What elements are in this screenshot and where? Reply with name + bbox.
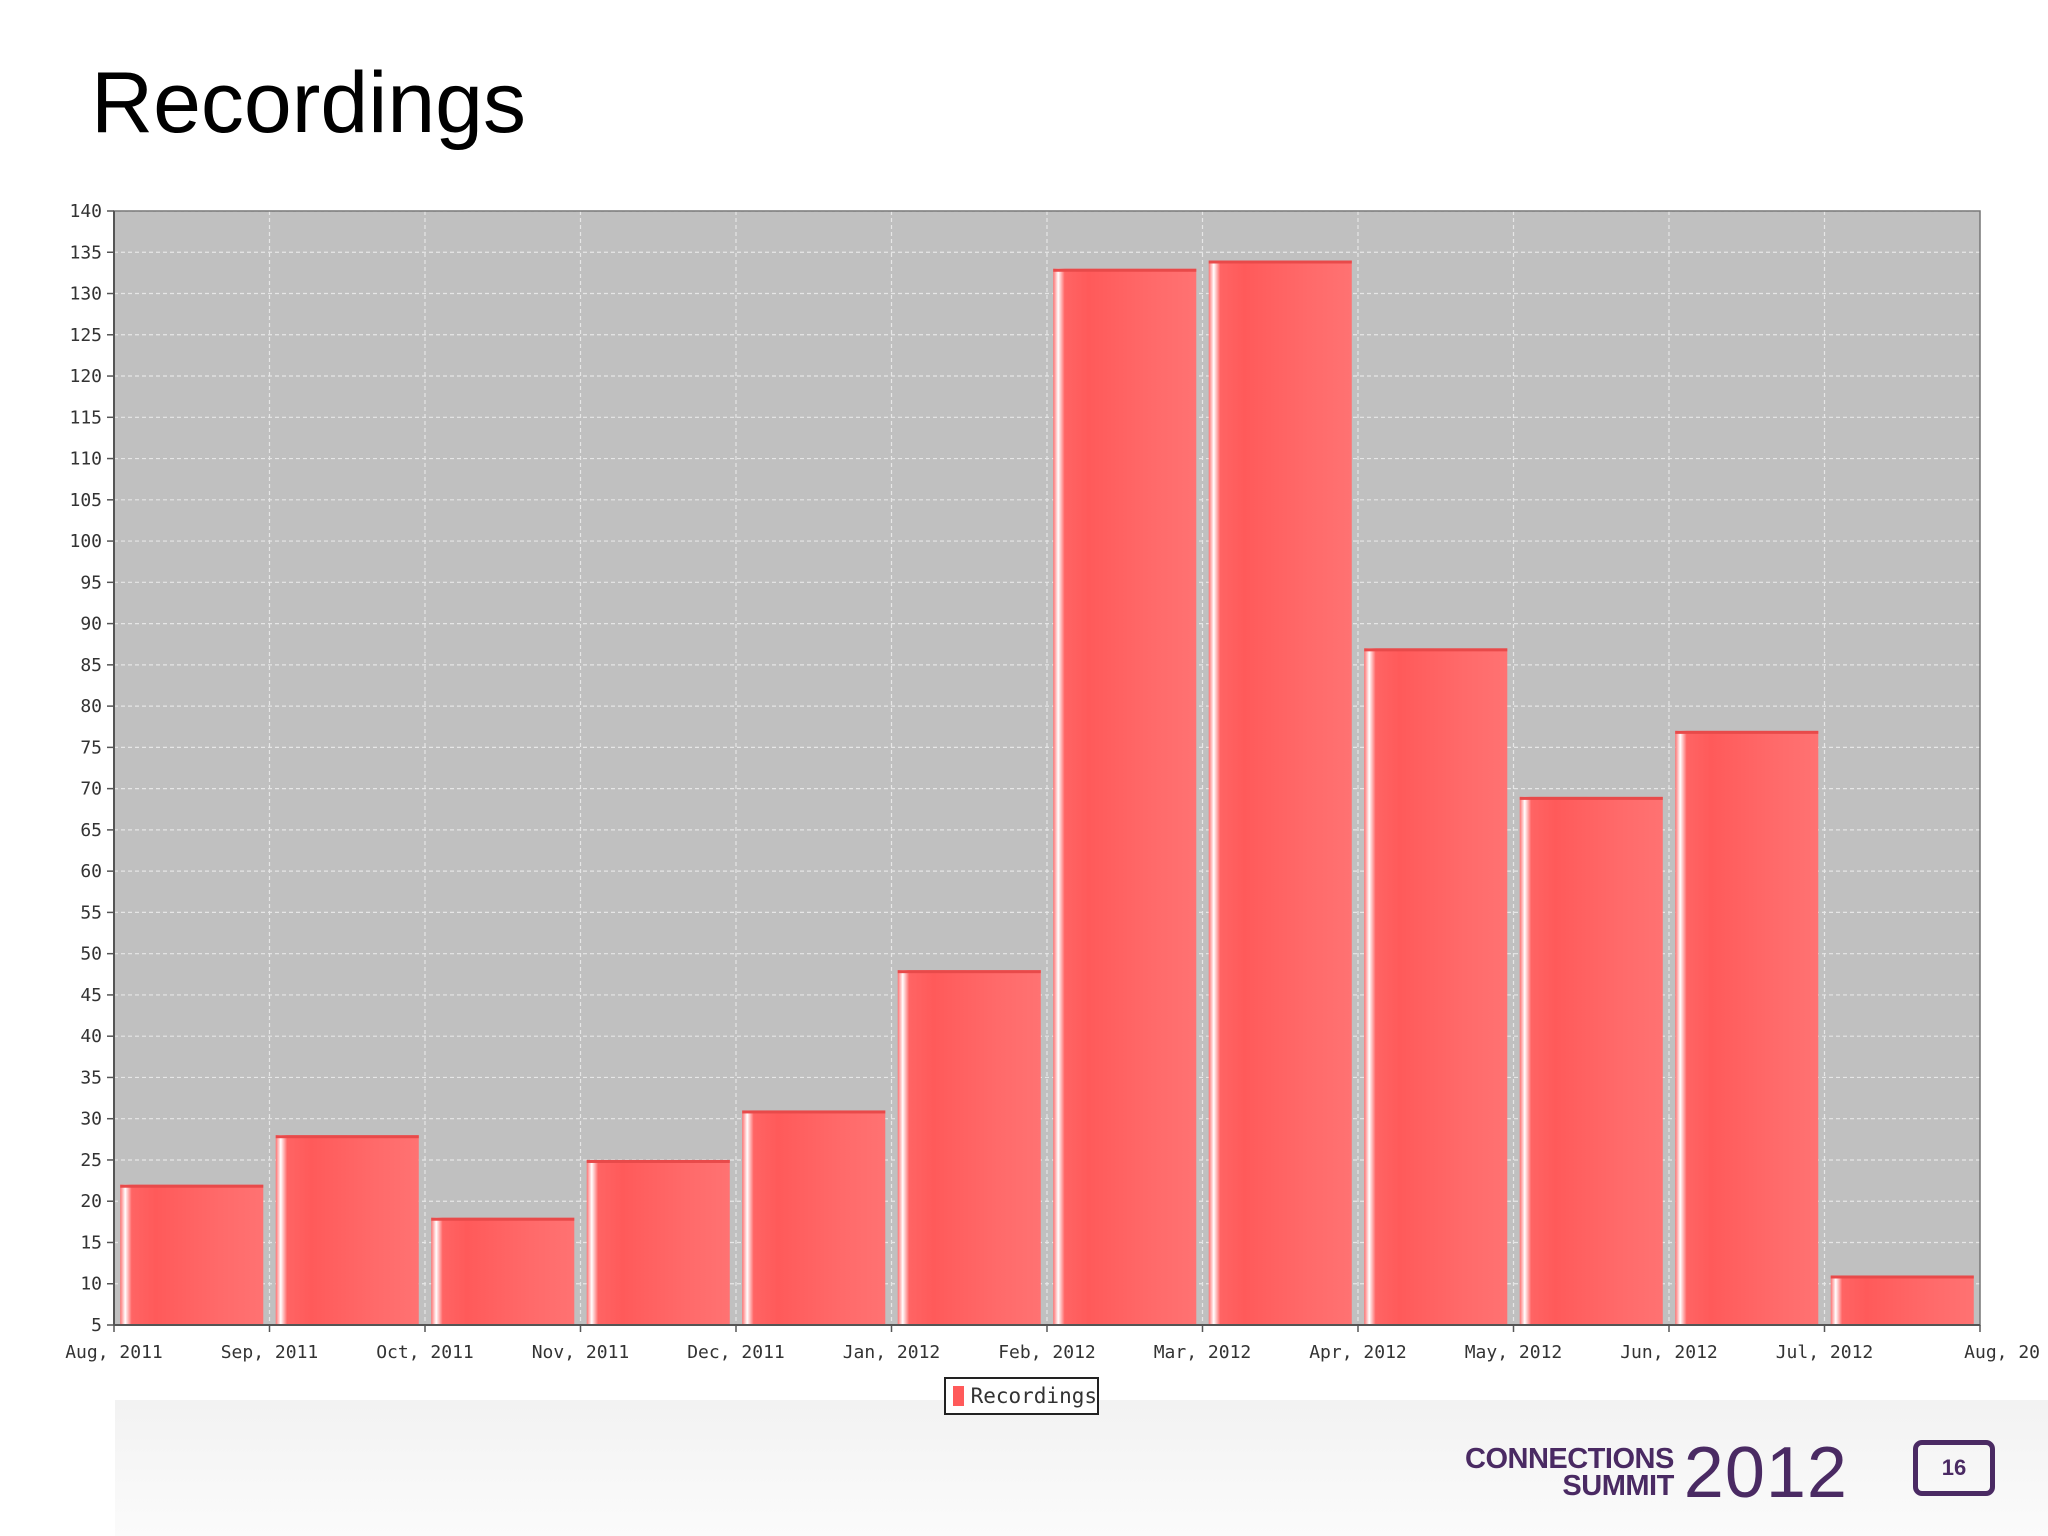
bar xyxy=(1675,730,1819,1325)
y-tick-label: 90 xyxy=(80,614,102,635)
y-tick-label: 40 xyxy=(80,1026,102,1047)
recordings-bar-chart: 5 10 15 20 25 30 35 40 45 50 55 60 65 70 75 80 85 90 95 100… xyxy=(65,201,2040,1363)
x-tick-label: May, 2012 xyxy=(1465,1342,1563,1363)
y-tick-label: 70 xyxy=(80,779,102,800)
legend-label: Recordings xyxy=(970,1384,1097,1408)
y-tick-label: 135 xyxy=(69,242,102,263)
bar xyxy=(1364,648,1508,1325)
bar xyxy=(275,1135,419,1325)
y-tick-label: 125 xyxy=(69,325,102,346)
y-tick-label: 15 xyxy=(80,1232,102,1253)
y-tick-label: 105 xyxy=(69,490,102,511)
x-tick-label: Nov, 2011 xyxy=(532,1342,630,1363)
x-tick-label: Dec, 2011 xyxy=(687,1342,785,1363)
bar xyxy=(1830,1275,1974,1325)
bar-top-edge xyxy=(897,970,1041,974)
bar-top-edge xyxy=(1675,730,1819,734)
page-number-badge: 16 xyxy=(1913,1440,1995,1496)
bar xyxy=(120,1184,264,1325)
slide-title: Recordings xyxy=(91,55,526,151)
x-tick-label: Jun, 2012 xyxy=(1620,1342,1718,1363)
y-tick-label: 95 xyxy=(80,572,102,593)
y-tick-label: 110 xyxy=(69,449,102,470)
y-tick-label: 60 xyxy=(80,861,102,882)
x-axis-ticks: Aug, 2011 Sep, 2011 Oct, 2011 Nov, 2011 Dec,… xyxy=(65,1325,2040,1363)
bar xyxy=(1208,260,1352,1325)
bar xyxy=(586,1159,730,1325)
x-tick-label: Aug, 2011 xyxy=(65,1342,163,1363)
brand-wordmark: CONNECTIONS SUMMIT xyxy=(1465,1443,1674,1502)
x-tick-label: Aug, 20 xyxy=(1964,1342,2040,1363)
y-tick-label: 10 xyxy=(80,1274,102,1295)
y-tick-label: 5 xyxy=(91,1315,102,1336)
y-tick-label: 140 xyxy=(69,201,102,222)
bar-top-edge xyxy=(275,1135,419,1139)
y-axis-ticks: 5 10 15 20 25 30 35 40 45 50 55 60 65 70 75 80 85 90 95 100… xyxy=(69,201,114,1336)
bar xyxy=(742,1110,886,1325)
y-tick-label: 25 xyxy=(80,1150,102,1171)
bar-top-edge xyxy=(1830,1275,1974,1279)
x-tick-label: Feb, 2012 xyxy=(998,1342,1096,1363)
y-tick-label: 45 xyxy=(80,985,102,1006)
y-tick-label: 55 xyxy=(80,902,102,923)
bar-top-edge xyxy=(431,1217,575,1221)
bar xyxy=(431,1217,575,1325)
bar-top-edge xyxy=(1519,796,1663,800)
y-tick-label: 85 xyxy=(80,655,102,676)
x-tick-label: Jul, 2012 xyxy=(1776,1342,1874,1363)
x-tick-label: Apr, 2012 xyxy=(1309,1342,1407,1363)
x-tick-label: Sep, 2011 xyxy=(221,1342,319,1363)
bar-top-edge xyxy=(742,1110,886,1114)
bar-top-edge xyxy=(120,1184,264,1188)
x-tick-label: Oct, 2011 xyxy=(376,1342,474,1363)
y-tick-label: 75 xyxy=(80,737,102,758)
bar-top-edge xyxy=(1208,260,1352,264)
y-tick-label: 35 xyxy=(80,1067,102,1088)
bar xyxy=(1053,268,1197,1326)
y-tick-label: 100 xyxy=(69,531,102,552)
y-tick-label: 50 xyxy=(80,944,102,965)
chart-legend: Recordings xyxy=(944,1377,1099,1415)
bar-top-edge xyxy=(1053,268,1197,272)
x-tick-label: Mar, 2012 xyxy=(1154,1342,1252,1363)
y-tick-label: 20 xyxy=(80,1191,102,1212)
y-tick-label: 130 xyxy=(69,284,102,305)
slide-bottom-band xyxy=(115,1400,2048,1536)
y-tick-label: 120 xyxy=(69,366,102,387)
y-tick-label: 80 xyxy=(80,696,102,717)
brand-line-2: SUMMIT xyxy=(1562,1470,1674,1502)
y-tick-label: 65 xyxy=(80,820,102,841)
gridlines xyxy=(114,210,1980,1325)
bar-top-edge xyxy=(586,1159,730,1163)
legend-swatch xyxy=(953,1386,964,1406)
bar xyxy=(897,970,1041,1325)
brand-line-1: CONNECTIONS xyxy=(1465,1443,1674,1475)
y-tick-label: 30 xyxy=(80,1109,102,1130)
bar xyxy=(1519,796,1663,1325)
bars xyxy=(120,260,1974,1326)
brand-year: 2012 xyxy=(1683,1433,1848,1513)
x-tick-label: Jan, 2012 xyxy=(843,1342,941,1363)
bar-top-edge xyxy=(1364,648,1508,652)
connections-summit-logo: CONNECTIONS SUMMIT 2012 xyxy=(1465,1437,1848,1509)
y-tick-label: 115 xyxy=(69,407,102,428)
